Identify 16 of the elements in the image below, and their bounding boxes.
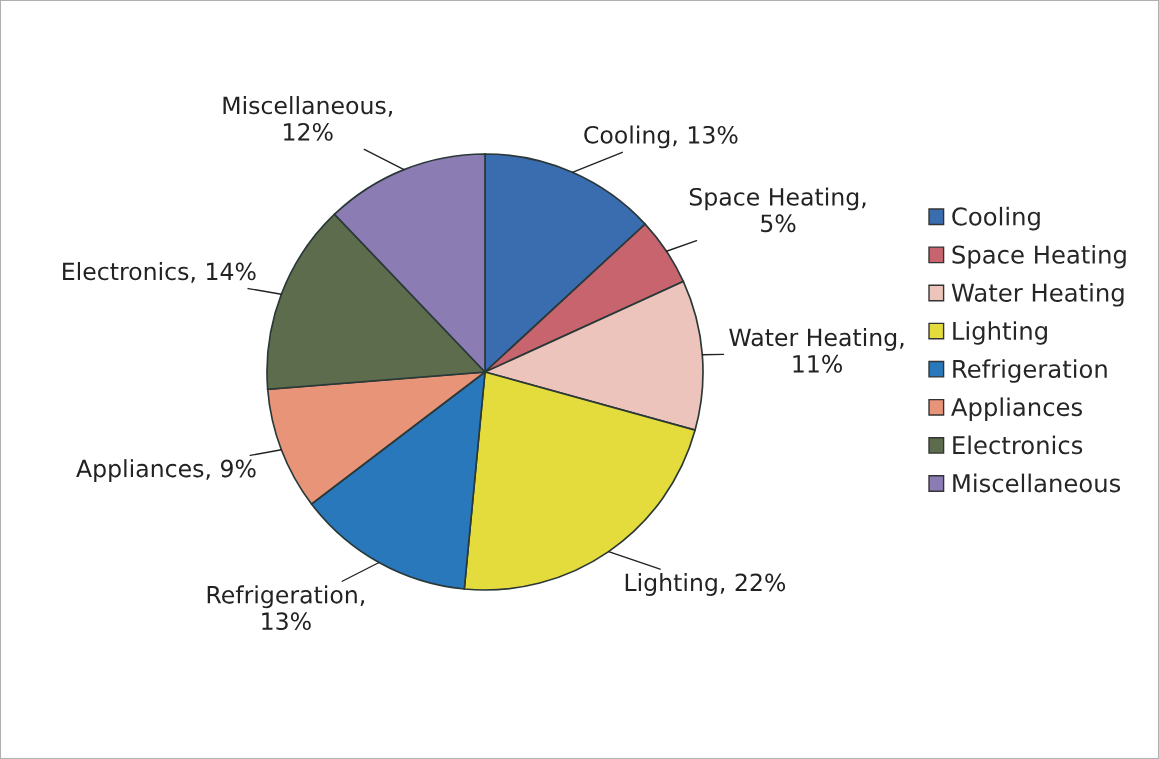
data-label: Miscellaneous, 12% [223, 96, 392, 141]
data-label: Cooling, 13% [584, 125, 738, 149]
legend-label: Appliances [951, 397, 1082, 421]
legend-label: Lighting [953, 321, 1047, 345]
data-label: Electronics, 14% [63, 262, 256, 283]
legend-label: Miscellaneous [953, 473, 1121, 493]
data-label: Refrigeration, 13% [207, 585, 364, 631]
data-label: Appliances, 9% [76, 459, 256, 482]
data-label: Water Heating, 11% [729, 328, 904, 373]
legend-label: Refrigeration [953, 359, 1107, 383]
data-label: Space Heating, 5% [689, 187, 866, 233]
legend-label: Water Heating [951, 283, 1124, 307]
data-label: Lighting, 22% [625, 573, 786, 596]
legend-label: Electronics [953, 435, 1083, 455]
legend-label: Cooling [952, 206, 1040, 231]
legend-label: Space Heating [952, 244, 1126, 269]
